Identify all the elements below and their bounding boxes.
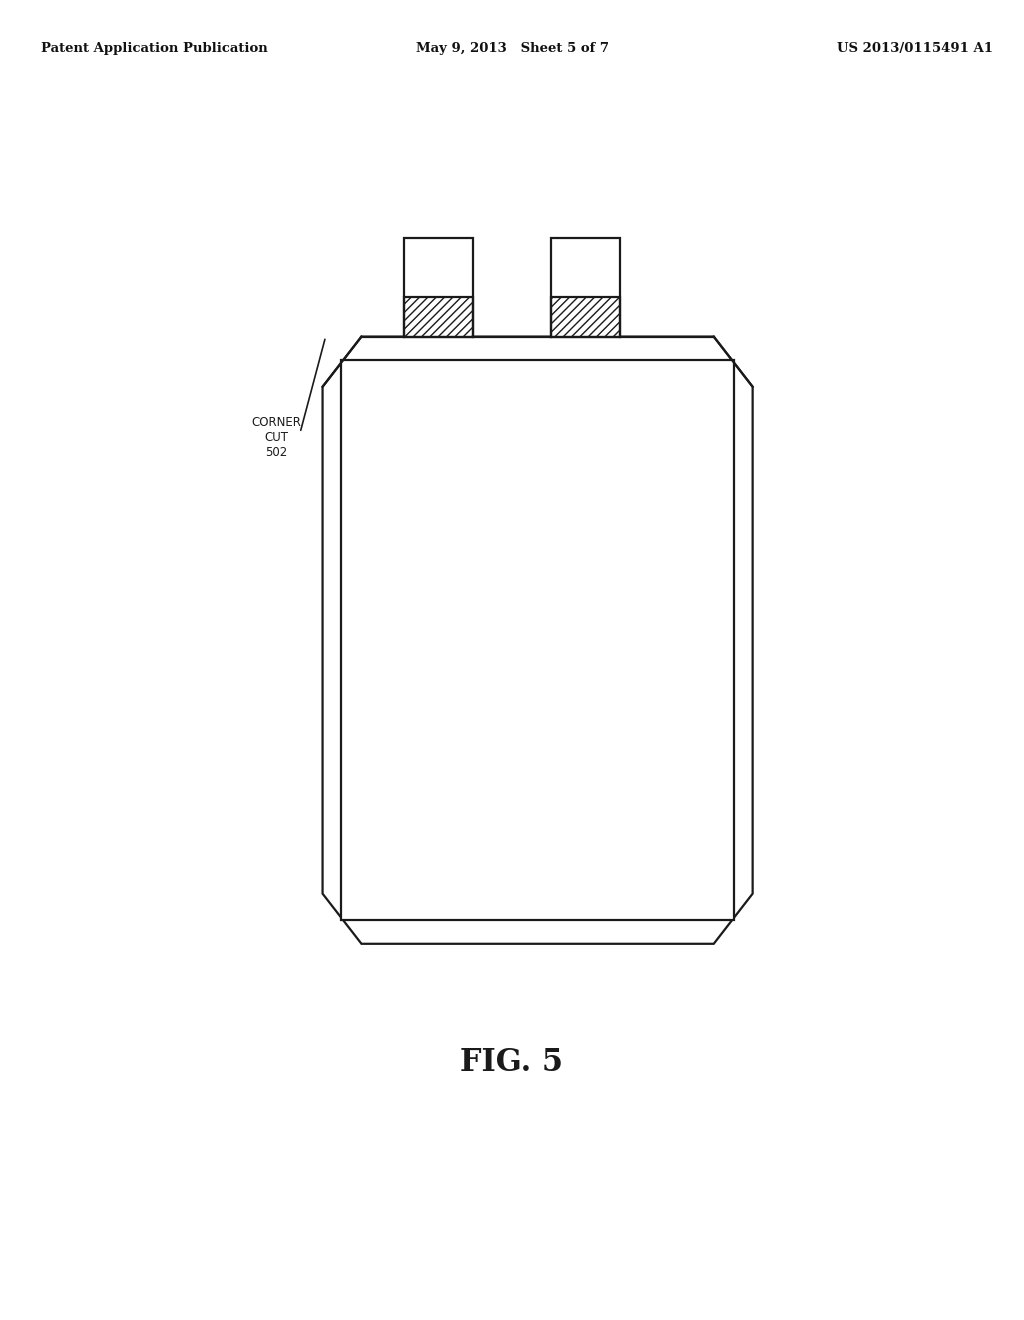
Text: Patent Application Publication: Patent Application Publication: [41, 42, 267, 55]
Text: May 9, 2013   Sheet 5 of 7: May 9, 2013 Sheet 5 of 7: [416, 42, 608, 55]
Bar: [551, 297, 620, 337]
Bar: [341, 360, 734, 920]
Bar: [551, 238, 620, 297]
Bar: [551, 238, 620, 337]
Text: FIG. 5: FIG. 5: [461, 1047, 563, 1078]
Text: US 2013/0115491 A1: US 2013/0115491 A1: [838, 42, 993, 55]
Bar: [404, 238, 473, 337]
Polygon shape: [323, 337, 753, 944]
Text: CORNER
CUT
502: CORNER CUT 502: [252, 416, 301, 459]
Bar: [404, 297, 473, 337]
Bar: [404, 238, 473, 297]
